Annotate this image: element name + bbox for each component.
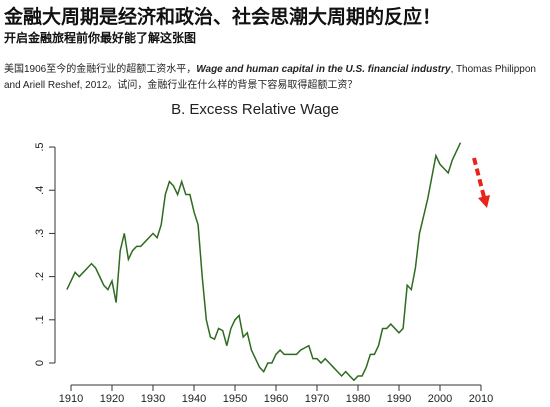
paper-title: Wage and human capital in the U.S. finan… (196, 64, 451, 75)
x-tick-label: 1930 (141, 393, 165, 405)
trend-arrow (472, 157, 490, 208)
description-text: 美国1906至今的金融行业的超额工资水平， (4, 64, 197, 75)
y-tick-label: .1 (34, 315, 46, 324)
x-tick-label: 1910 (59, 393, 83, 405)
x-tick-label: 1960 (264, 393, 288, 405)
x-tick-label: 2010 (469, 393, 493, 405)
x-tick-label: 1950 (223, 393, 247, 405)
line (66, 142, 462, 382)
x-tick-label: 2000 (428, 393, 452, 405)
x-tick-label: 1990 (387, 393, 411, 405)
y-tick-label: .4 (34, 186, 46, 195)
y-tick-label: .5 (34, 142, 46, 151)
y-tick-label: .3 (34, 229, 46, 238)
description: 美国1906至今的金融行业的超额工资水平，Wage and human capi… (4, 62, 549, 94)
chart-title: B. Excess Relative Wage (171, 101, 339, 118)
slide-subtitle: 开启金融旅程前你最好能了解这张图 (4, 31, 197, 45)
description-text: , Thomas Philippon and Ariell Reshef, 20… (4, 64, 536, 91)
y-tick-label: .2 (34, 272, 46, 281)
x-tick-label: 1920 (100, 393, 124, 405)
x-tick-label: 1940 (182, 393, 206, 405)
y-tick-label: 0 (34, 360, 46, 366)
slide-title: 金融大周期是经济和政治、社会思潮大周期的反应！ (4, 6, 442, 28)
x-tick-label: 1970 (305, 393, 329, 405)
x-tick-label: 1980 (346, 393, 370, 405)
